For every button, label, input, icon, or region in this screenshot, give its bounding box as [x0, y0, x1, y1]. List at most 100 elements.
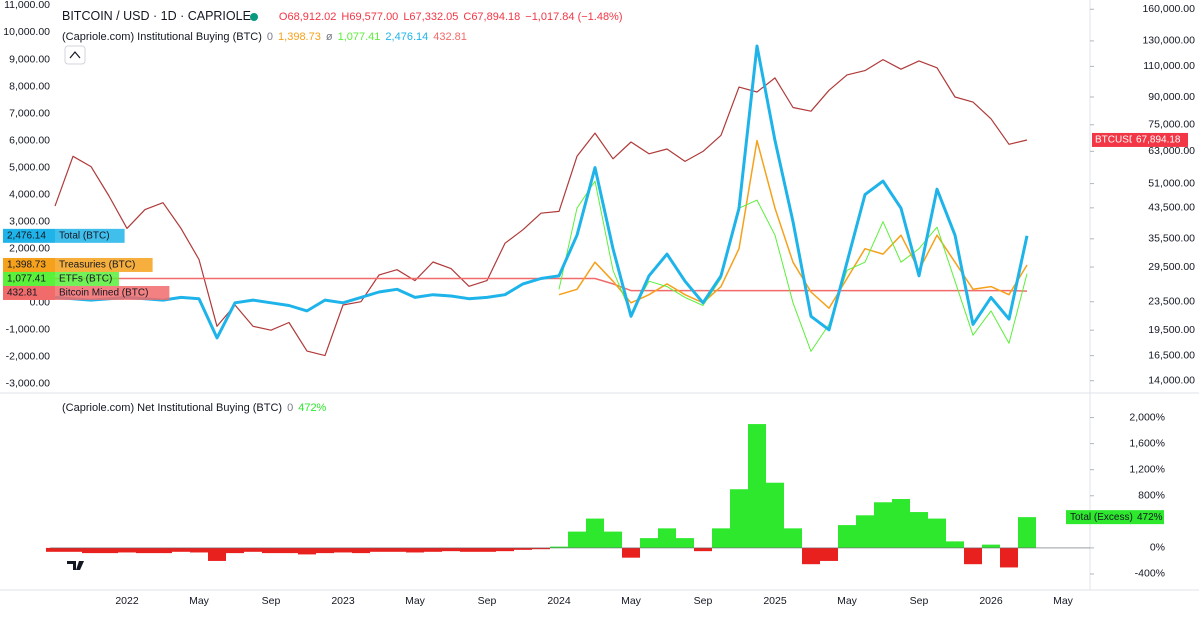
y-tick-label: -2,000.00 [6, 351, 51, 363]
y-tick-label: -3,000.00 [6, 378, 51, 390]
collapse-icon [69, 51, 81, 59]
y2-tick-label: 51,000.00 [1148, 177, 1195, 189]
series-line [54, 59, 1028, 357]
y-tick-label: 3,000.00 [9, 215, 50, 227]
legend-value: ø [326, 31, 333, 43]
x-tick-label: 2022 [115, 595, 139, 607]
x-tick-label: Sep [478, 595, 497, 607]
market-status [250, 13, 258, 21]
y2-tick-label: 90,000.00 [1148, 91, 1195, 103]
y2-tick-label: 43,500.00 [1148, 202, 1195, 214]
area-bar [496, 547, 514, 552]
area-bar [334, 547, 352, 553]
y2-tick-label: 160,000.00 [1142, 3, 1195, 15]
x-tick-label: 2025 [763, 595, 787, 607]
area-bar [46, 547, 64, 552]
area-bar [964, 547, 982, 565]
tag-name: Treasuries (BTC) [59, 260, 135, 271]
area-bar [136, 547, 154, 554]
indicator-legend: (Capriole.com) Net Institutional Buying … [62, 402, 327, 414]
y-tick-label: 1,200% [1129, 463, 1165, 475]
y2-tick-label: 35,500.00 [1148, 233, 1195, 245]
x-tick-label: May [405, 595, 426, 607]
area-bar [1000, 547, 1018, 568]
ohlc-value: −1,017.84 (−1.48%) [525, 11, 622, 23]
area-bar [604, 531, 622, 548]
y-tick-label: 2,000.00 [9, 242, 50, 254]
area-bar [64, 547, 82, 552]
area-bar [838, 525, 856, 548]
series-tag: 2,476.14 Total (BTC) [3, 228, 125, 243]
tag-name-box [55, 257, 153, 272]
y-tick-label: 1,600% [1129, 437, 1165, 449]
x-tick-label: May [1053, 595, 1074, 607]
collapse-button[interactable] [64, 45, 86, 65]
y-tick-label: 4,000.00 [9, 188, 50, 200]
area-bar [172, 547, 190, 552]
area-bar [352, 547, 370, 554]
tag-value: 1,398.73 [7, 260, 46, 271]
tag-name: Total (BTC) [59, 230, 110, 241]
y2-tick-label: 63,000.00 [1148, 145, 1195, 157]
tag-value: 1,077.41 [7, 274, 46, 285]
area-bar [370, 547, 388, 552]
area-bar [874, 502, 892, 548]
area-bar [244, 547, 262, 552]
ohlc-value: L67,332.05 [403, 11, 458, 23]
area-bar [298, 547, 316, 555]
y2-tick-label: 110,000.00 [1143, 60, 1195, 72]
x-tick-label: 2026 [979, 595, 1003, 607]
chart-title: BITCOIN / USD · 1D · CAPRIOLE O68,912.02 H… [62, 9, 623, 23]
tag-name: BTCUSD [1095, 135, 1136, 146]
area-bar [946, 541, 964, 548]
tag-name-box [55, 271, 119, 286]
y-tick-label: 11,000.00 [4, 0, 50, 11]
logo-shape [67, 561, 84, 570]
area-bar [262, 547, 280, 554]
y-tick-label: 800% [1138, 490, 1165, 502]
area-bar [154, 547, 172, 554]
area-bar [100, 547, 118, 554]
area-bar [82, 547, 100, 554]
area-bar [622, 547, 640, 558]
area-bar [568, 531, 586, 548]
area-bar [550, 546, 568, 548]
x-tick-label: Sep [910, 595, 929, 607]
y-tick-label: 6,000.00 [9, 134, 50, 146]
area-bar [640, 538, 658, 548]
tag-value-box [3, 228, 55, 243]
ohlc-value: C67,894.18 [463, 11, 520, 23]
x-tick-label: Sep [694, 595, 713, 607]
area-bar [514, 547, 532, 550]
y2-tick-label: 29,500.00 [1148, 261, 1195, 273]
series-tag: Total (Excess) 472% [1066, 510, 1164, 525]
area-bar [856, 515, 874, 548]
area-bar [820, 547, 838, 561]
x-tick-label: Sep [262, 595, 281, 607]
area-bar [910, 512, 928, 548]
ohlc-value: O68,912.02 [279, 11, 337, 23]
tag-name-box [55, 228, 125, 243]
area-bar [694, 547, 712, 552]
tag-value: 472% [1137, 512, 1163, 523]
area-bar [712, 528, 730, 548]
x-tick-label: 2023 [331, 595, 355, 607]
series-tag: 432.81 Bitcoin Mined (BTC) [3, 285, 170, 300]
y-tick-label: 7,000.00 [9, 107, 50, 119]
title: BITCOIN / USD · 1D · CAPRIOLE [62, 9, 251, 23]
tag-name-box [55, 285, 170, 300]
legend-value: 0 [267, 31, 273, 43]
y-tick-label: -1,000.00 [6, 324, 51, 336]
area-bar [784, 528, 802, 548]
area-bar [118, 547, 136, 553]
ohlc-value: H69,577.00 [341, 11, 398, 23]
x-tick-label: May [837, 595, 858, 607]
legend-value: 432.81 [433, 31, 467, 43]
series-line [54, 44, 1029, 340]
tag-name-box [1092, 132, 1132, 147]
tag-box [1066, 510, 1134, 525]
series-tag: 1,398.73 Treasuries (BTC) [3, 257, 153, 272]
area-bar [442, 547, 460, 552]
y2-tick-label: 19,500.00 [1148, 324, 1195, 336]
